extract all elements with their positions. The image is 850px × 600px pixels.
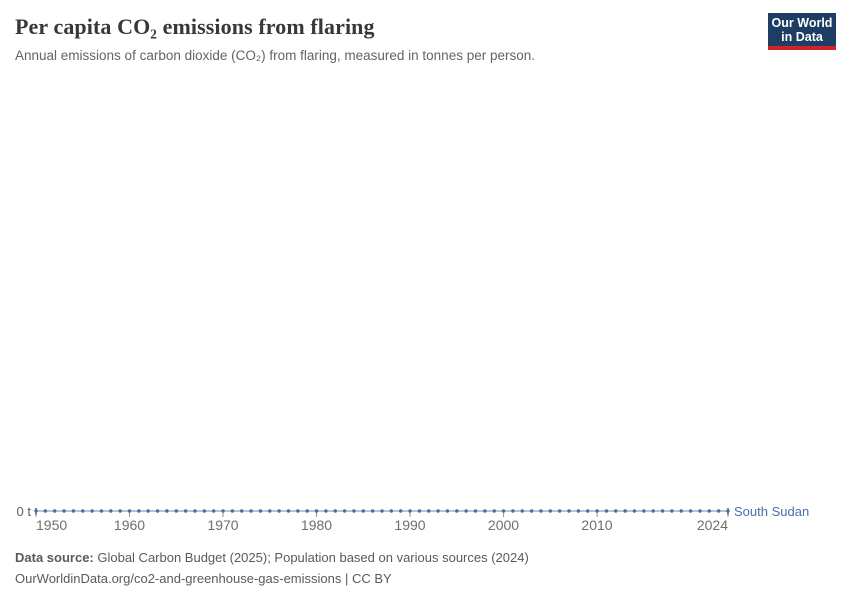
license-line: OurWorldinData.org/co2-and-greenhouse-ga… [15,571,392,586]
data-source-text: Global Carbon Budget (2025); Population … [93,550,529,565]
chart-header: Per capita CO₂ emissions from flaring An… [15,14,755,64]
emissions-line-chart [34,508,730,517]
page-subtitle: Annual emissions of carbon dioxide (CO₂)… [15,48,535,63]
x-tick-label: 2000 [487,517,520,533]
x-tick-label: 1950 [36,517,68,533]
x-tick-label: 1970 [207,517,239,533]
page-title: Per capita CO₂ emissions from flaring [15,14,375,39]
owid-logo-line1: Our World [771,15,833,30]
x-tick-label: 2024 [696,517,728,533]
owid-logo[interactable]: Our World in Data [768,13,836,50]
x-tick-label: 2010 [581,517,613,533]
series-label-south-sudan: South Sudan [734,504,810,519]
owid-logo-line2: in Data [781,29,823,44]
chart-footer: Data source: Global Carbon Budget (2025)… [15,547,529,589]
y-axis-zero-label: 0 t [16,504,31,519]
x-tick-label: 1960 [113,517,146,533]
data-source-label: Data source: [15,550,94,565]
x-tick-label: 1990 [394,517,426,533]
x-tick-label: 1980 [300,517,333,533]
data-source-line: Data source: Global Carbon Budget (2025)… [15,547,529,568]
